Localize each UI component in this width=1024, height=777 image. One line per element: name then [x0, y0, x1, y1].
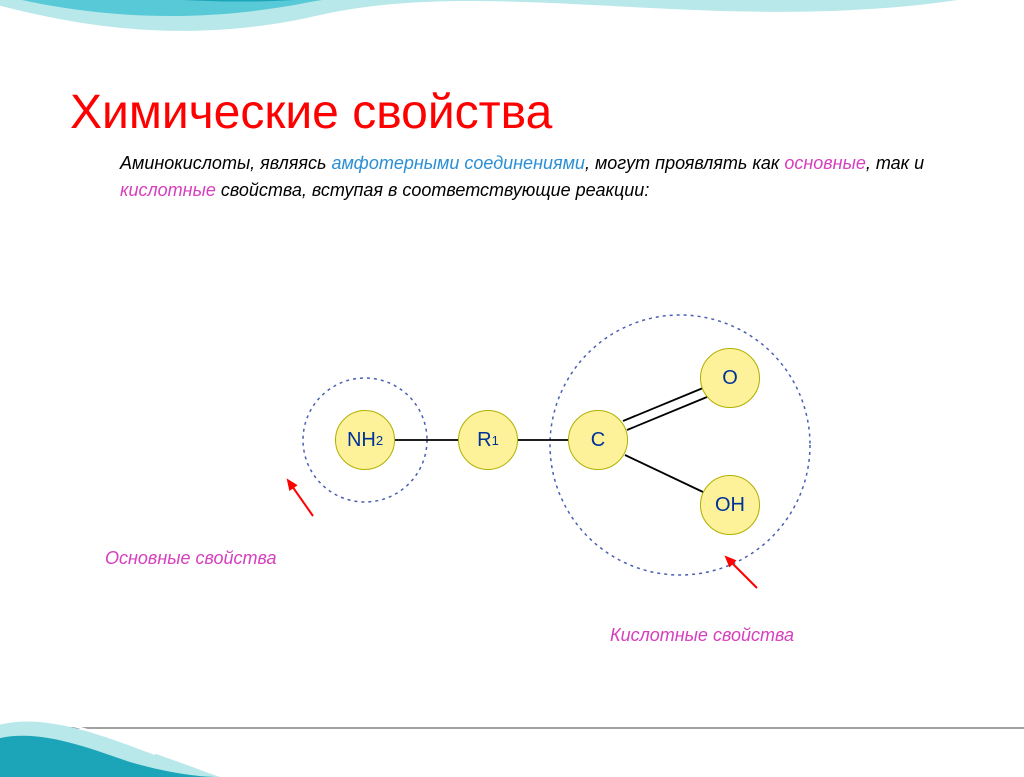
atom-o-label: O — [722, 367, 738, 390]
atom-c-label: C — [591, 429, 605, 452]
bond-c-oh — [625, 455, 703, 492]
atom-nh2: NH2 — [335, 410, 395, 470]
atom-nh2-label: NH — [347, 429, 376, 452]
atom-c: C — [568, 410, 628, 470]
atom-nh2-sub: 2 — [376, 433, 383, 448]
arrow-acidic — [721, 552, 761, 592]
atom-oh-label: OH — [715, 494, 745, 517]
molecule-diagram — [0, 0, 1024, 767]
atom-r1-label: R — [477, 429, 491, 452]
atom-oh: OH — [700, 475, 760, 535]
atom-r1: R1 — [458, 410, 518, 470]
atom-o: O — [700, 348, 760, 408]
arrow-basic — [283, 475, 318, 518]
bottom-divider — [0, 727, 1024, 729]
caption-basic: Основные свойства — [105, 548, 277, 569]
caption-acidic: Кислотные свойства — [610, 625, 794, 646]
atom-r1-sub: 1 — [492, 433, 499, 448]
